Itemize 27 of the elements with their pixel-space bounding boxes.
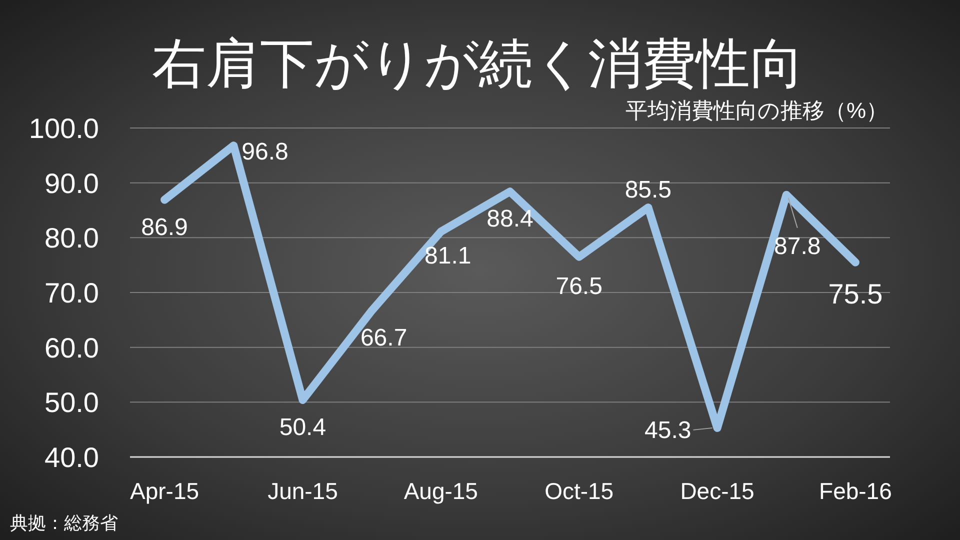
title: 右肩下がりが続く消費性向 xyxy=(152,34,804,94)
x-tick-label: Feb-16 xyxy=(819,478,892,504)
data-label: 96.8 xyxy=(242,138,288,166)
data-label: 75.5 xyxy=(828,278,883,309)
data-label: 66.7 xyxy=(360,324,408,352)
y-tick-label: 50.0 xyxy=(44,386,99,418)
data-label: 88.4 xyxy=(486,205,534,232)
data-label: 85.5 xyxy=(624,176,672,204)
x-tick-label: Oct-15 xyxy=(544,478,614,504)
y-tick-label: 60.0 xyxy=(44,332,99,363)
y-tick-label: 90.0 xyxy=(44,167,99,198)
data-label: 50.4 xyxy=(279,413,326,440)
x-tick-label: Apr-15 xyxy=(130,478,200,504)
y-tick-label: 80.0 xyxy=(44,222,99,254)
y-tick-label: 70.0 xyxy=(44,277,99,308)
data-label: 45.3 xyxy=(644,416,692,444)
x-tick-label: Jun-15 xyxy=(268,478,338,504)
data-label: 86.9 xyxy=(141,213,188,240)
y-tick-label: 40.0 xyxy=(44,442,99,472)
annotation: 典拠：総務省 xyxy=(10,513,118,533)
data-label: 76.5 xyxy=(556,272,602,300)
data-label: 87.8 xyxy=(774,232,821,260)
x-tick-label: Dec-15 xyxy=(680,478,754,504)
y-tick-label: 100.0 xyxy=(28,112,99,144)
subtitle: 平均消費性向の推移（%） xyxy=(625,98,888,122)
data-label: 81.1 xyxy=(424,242,472,270)
x-tick-label: Aug-15 xyxy=(404,478,478,504)
